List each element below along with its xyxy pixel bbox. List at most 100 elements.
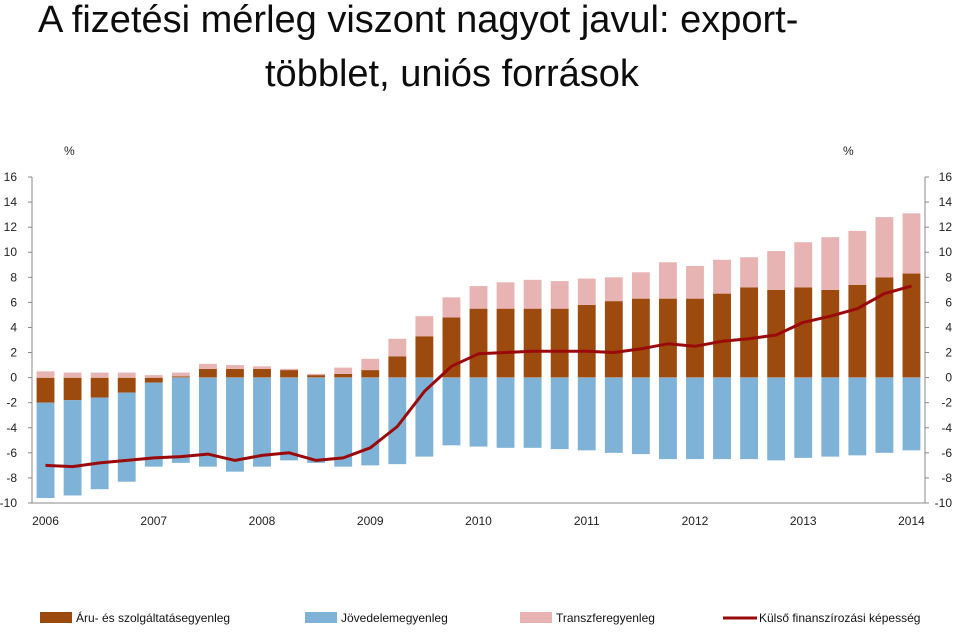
bar-transfer xyxy=(90,372,109,378)
legend-label-line: Külső finanszírozási képesség xyxy=(759,611,920,625)
bar-trade xyxy=(280,370,299,378)
x-tick-label: 2014 xyxy=(898,514,925,528)
bar-transfer xyxy=(550,281,569,309)
bar-income xyxy=(767,377,786,461)
y-tick-label-right: 6 xyxy=(945,295,952,309)
bar-income xyxy=(604,377,623,453)
y-tick-label-left: 8 xyxy=(10,270,17,284)
bar-trade xyxy=(198,368,217,378)
bar-income xyxy=(36,402,55,498)
y-tick-label-right: 0 xyxy=(945,371,952,385)
y-unit-left: % xyxy=(64,144,75,158)
x-tick-label: 2011 xyxy=(574,514,600,528)
y-tick-label-right: -2 xyxy=(941,396,952,410)
y-tick-label-left: -6 xyxy=(6,446,17,460)
bar-transfer xyxy=(388,338,407,357)
bar-trade xyxy=(415,336,434,378)
bar-transfer xyxy=(713,259,731,294)
y-tick-label-right: 4 xyxy=(945,320,952,334)
bar-income xyxy=(848,377,867,456)
bar-transfer xyxy=(767,250,786,290)
legend-swatch-income xyxy=(305,612,337,623)
bar-income xyxy=(334,377,353,467)
y-tick-label-right: 2 xyxy=(945,346,952,360)
bar-transfer xyxy=(875,217,894,278)
bar-income xyxy=(902,377,921,451)
bar-transfer xyxy=(36,371,55,378)
bar-income xyxy=(794,377,813,458)
x-tick-label: 2007 xyxy=(140,514,167,528)
bar-trade xyxy=(713,293,731,378)
bar-trade xyxy=(577,304,596,378)
y-tick-label-left: 14 xyxy=(4,195,18,209)
bar-income xyxy=(577,377,596,451)
legend-label-trade: Áru- és szolgáltatásegyenleg xyxy=(76,610,230,625)
y-tick-label-left: 2 xyxy=(10,346,17,360)
bar-transfer xyxy=(253,366,271,369)
bar-trade xyxy=(875,277,894,378)
bar-trade xyxy=(848,284,867,378)
y-tick-label-left: 16 xyxy=(4,170,18,184)
bar-income xyxy=(226,377,244,472)
bar-income xyxy=(496,377,515,448)
bar-trade xyxy=(442,317,461,378)
y-tick-label-left: -4 xyxy=(6,421,17,435)
x-tick-label: 2008 xyxy=(249,514,276,528)
bar-income xyxy=(658,377,677,460)
bar-income xyxy=(280,377,299,461)
bar-income xyxy=(713,377,731,460)
line-external-financing xyxy=(45,284,912,469)
bar-trade xyxy=(226,368,244,378)
bar-income xyxy=(686,377,704,460)
y-tick-label-left: 12 xyxy=(4,220,18,234)
legend-label-transfer: Transzferegyenleg xyxy=(556,611,655,625)
y-tick-label-left: -2 xyxy=(6,396,17,410)
y-tick-label-right: -6 xyxy=(941,446,952,460)
bar-transfer xyxy=(604,277,623,302)
bar-transfer xyxy=(144,375,163,378)
bar-transfer xyxy=(496,282,515,309)
bar-income xyxy=(361,377,380,466)
bar-transfer xyxy=(280,368,299,371)
bar-income xyxy=(144,382,163,467)
bar-transfer xyxy=(226,365,244,369)
bar-income xyxy=(198,377,217,467)
y-tick-label-right: -10 xyxy=(935,496,953,510)
bar-trade xyxy=(253,368,271,378)
bar-income xyxy=(631,377,650,455)
chart-title-line2: többlet, uniós források xyxy=(265,53,639,95)
x-tick-label: 2009 xyxy=(357,514,384,528)
bar-income xyxy=(550,377,569,450)
bar-trade xyxy=(821,289,840,378)
chart-title-line1: A fizetési mérleg viszont nagyot javul: … xyxy=(38,0,799,41)
x-tick-label: 2006 xyxy=(32,514,59,528)
bar-income xyxy=(388,377,407,465)
x-tick-label: 2013 xyxy=(790,514,817,528)
legend-swatch-trade xyxy=(40,612,72,623)
bar-transfer xyxy=(63,372,82,378)
y-tick-label-right: 8 xyxy=(945,270,952,284)
bar-income xyxy=(875,377,894,453)
bar-income xyxy=(307,377,326,463)
bar-income xyxy=(63,400,82,496)
bar-transfer xyxy=(171,372,190,377)
y-tick-label-right: 12 xyxy=(939,220,953,234)
bar-transfer xyxy=(117,372,136,378)
bar-transfer xyxy=(631,272,650,299)
y-tick-label-right: 10 xyxy=(939,245,953,259)
bar-transfer xyxy=(658,262,677,299)
y-tick-label-right: 14 xyxy=(939,195,953,209)
legend-swatch-transfer xyxy=(520,612,552,623)
bar-trade xyxy=(117,377,136,393)
bar-transfer xyxy=(469,286,488,309)
bar-income xyxy=(171,377,190,463)
x-tick-label: 2010 xyxy=(465,514,492,528)
bar-trade xyxy=(686,298,704,378)
bar-trade xyxy=(36,377,55,403)
bar-trade xyxy=(631,298,650,378)
bar-income xyxy=(253,377,271,467)
bar-transfer xyxy=(740,257,759,288)
bar-trade xyxy=(469,308,488,378)
bar-income xyxy=(442,377,461,446)
